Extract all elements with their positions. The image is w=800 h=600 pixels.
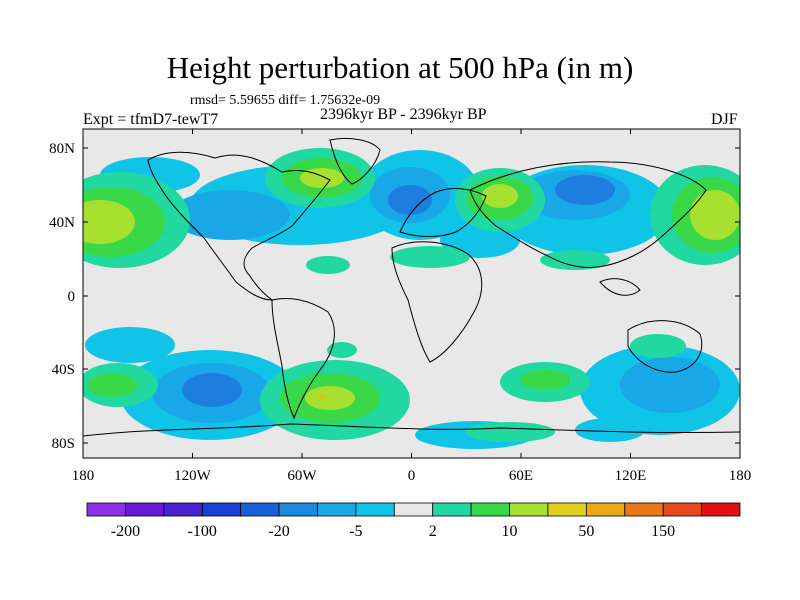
season-label: DJF [711,111,738,128]
anomaly-contour [87,373,137,397]
colorbar-swatch [624,502,664,517]
colorbar-swatch [240,502,280,517]
anomaly-contour [182,373,242,407]
colorbar-swatch [317,502,357,517]
axis-ticks: 180 120W 60W 0 60E 120E 180 80N 40N 0 40S 80S [49,129,751,484]
lon-tick-label: 120E [615,468,647,484]
rmsd-stat-label: rmsd= 5.59655 diff= 1.75632e-09 [190,93,381,108]
colorbar-swatch [662,502,702,517]
colorbar-swatch [509,502,549,517]
lat-tick-label: 40S [52,362,75,378]
colorbar-swatch [86,502,126,517]
height-anomaly-field [83,129,740,458]
anomaly-contour [318,394,326,400]
colorbar-swatch [470,502,510,517]
lon-tick-label: 60W [287,468,317,484]
colorbar-swatch [355,502,395,517]
anomaly-contour [575,418,645,442]
anomaly-contour [540,250,610,270]
anomaly-contour [465,422,555,442]
lon-tick-label: 180 [72,468,95,484]
anomaly-contour [305,386,355,410]
colorbar: -200 -100 -20 -5 2 10 50 150 [86,502,741,540]
colorbar-label: 50 [578,523,594,540]
colorbar-swatch [585,502,626,517]
lat-tick-label: 80S [52,436,75,452]
anomaly-contour [388,185,432,215]
colorbar-swatch [163,502,203,517]
coastlines [83,137,740,437]
colorbar-label: 150 [651,523,675,540]
colorbar-label: 2 [429,523,437,540]
anomaly-contour [520,370,570,390]
colorbar-label: -5 [349,523,362,540]
colorbar-swatch [278,502,318,517]
colorbar-swatch [125,502,165,517]
experiment-label: Expt = tfmD7-tewT7 [83,111,219,128]
colorbar-label: -20 [268,523,289,540]
anomaly-contour [306,256,350,274]
lon-tick-label: 180 [729,468,752,484]
anomaly-contour [170,190,290,240]
anomaly-contour [630,334,686,358]
colorbar-label: -100 [188,523,217,540]
anomaly-contour [690,190,740,240]
anomaly-contour [620,357,720,413]
colorbar-label: -200 [111,523,140,540]
anomaly-contour [85,327,175,363]
colorbar-swatch [701,502,741,517]
lon-tick-label: 120W [174,468,212,484]
colorbar-swatch [201,502,242,517]
lat-tick-label: 40N [49,215,75,231]
colorbar-swatch [393,502,434,517]
anomaly-contour [83,200,135,244]
colorbar-swatch [432,502,472,517]
colorbar-label: 10 [502,523,518,540]
plot-title: Height perturbation at 500 hPa (in m) [166,50,634,85]
period-label: 2396kyr BP - 2396kyr BP [320,106,487,123]
anomaly-contour [327,342,357,358]
anomaly-contour [482,184,518,208]
lon-tick-label: 60E [509,468,533,484]
anomaly-contour [300,168,344,188]
lat-tick-label: 80N [49,141,75,157]
lon-tick-label: 0 [408,468,416,484]
anomaly-contour [555,175,615,205]
lat-tick-label: 0 [68,289,76,305]
colorbar-swatch [547,502,587,517]
anomaly-contour [390,246,470,268]
